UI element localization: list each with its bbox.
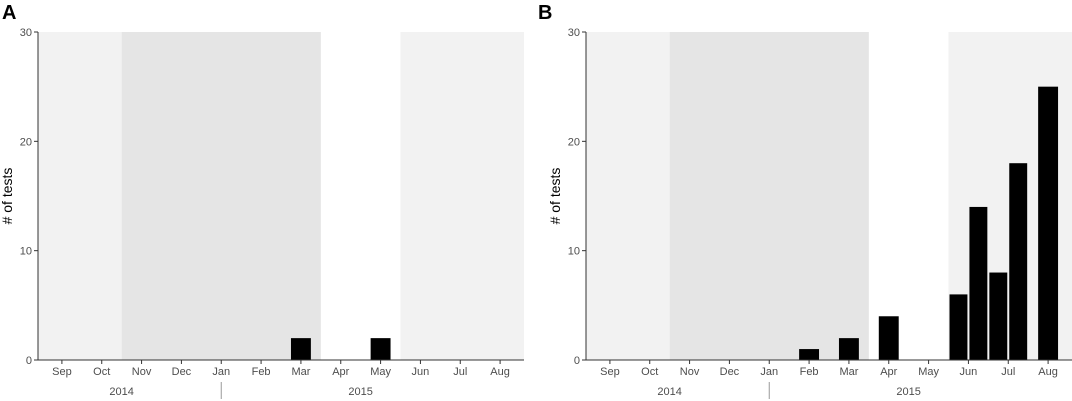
x-tick-label-b-sep: Sep: [600, 366, 620, 378]
x-tick-label-b-jun: Jun: [960, 366, 978, 378]
y-tick-label-a-30: 30: [20, 27, 32, 39]
x-tick-label-b-aug: Aug: [1038, 366, 1058, 378]
x-tick-label-b-jul: Jul: [1001, 366, 1015, 378]
x-tick-label-a-oct: Oct: [93, 366, 110, 378]
year-label-a-2015: 2015: [348, 386, 372, 398]
y-tick-label-b-20: 20: [568, 136, 580, 148]
bar-b-jul-1: [989, 272, 1008, 360]
panel-label-a: A: [2, 2, 16, 24]
bar-b-aug-1: [1038, 86, 1059, 361]
y-axis-title-b: # of tests: [547, 168, 563, 225]
shaded-periods-a: [38, 32, 524, 360]
y-tick-label-a-20: 20: [20, 136, 32, 148]
x-tick-label-a-jan: Jan: [212, 366, 230, 378]
bar-b-jul-2: [1009, 163, 1028, 360]
panel-a: 0 10 20 30 Sep Oct Nov Dec Jan Feb Mar Apr May Jun Jul…: [0, 2, 524, 399]
bars-a: [290, 338, 391, 360]
bar-b-mar-1: [838, 338, 859, 360]
y-tick-label-b-0: 0: [574, 355, 580, 367]
x-tick-label-a-feb: Feb: [252, 366, 271, 378]
year-label-b-2014: 2014: [657, 386, 681, 398]
year-label-a-2014: 2014: [109, 386, 133, 398]
y-axis-title-a: # of tests: [0, 168, 15, 225]
shaded-period-b-1: [669, 32, 869, 360]
bars-b: [799, 86, 1059, 361]
axes-b: 0 10 20 30 Sep Oct Nov Dec Jan Feb Mar Apr May Jun Jul…: [568, 27, 1072, 399]
x-tick-label-a-nov: Nov: [132, 366, 152, 378]
x-tick-label-b-oct: Oct: [641, 366, 658, 378]
x-tick-label-a-apr: Apr: [332, 366, 349, 378]
panel-label-b: B: [538, 2, 552, 24]
shaded-period-a-1: [121, 32, 321, 360]
x-tick-label-b-apr: Apr: [880, 366, 897, 378]
x-tick-label-b-mar: Mar: [839, 366, 858, 378]
axes-a: 0 10 20 30 Sep Oct Nov Dec Jan Feb Mar Apr May Jun Jul…: [20, 27, 524, 399]
y-tick-label-a-0: 0: [26, 355, 32, 367]
bar-b-jun-2: [969, 206, 988, 360]
x-tick-label-b-feb: Feb: [800, 366, 819, 378]
x-tick-label-a-aug: Aug: [490, 366, 510, 378]
x-tick-label-a-mar: Mar: [291, 366, 310, 378]
x-tick-label-a-sep: Sep: [52, 366, 72, 378]
bar-a-may-1: [370, 338, 391, 360]
shaded-period-b-0: [586, 32, 670, 360]
year-label-b-2015: 2015: [896, 386, 920, 398]
bar-b-apr-1: [878, 316, 899, 360]
y-tick-label-b-30: 30: [568, 27, 580, 39]
x-tick-label-b-nov: Nov: [680, 366, 700, 378]
x-tick-label-a-jul: Jul: [453, 366, 467, 378]
y-tick-label-a-10: 10: [20, 246, 32, 258]
x-tick-label-a-may: May: [370, 366, 391, 378]
y-tick-label-b-10: 10: [568, 246, 580, 258]
x-tick-label-b-jan: Jan: [760, 366, 778, 378]
x-tick-label-b-dec: Dec: [720, 366, 740, 378]
bar-b-jun-1: [949, 294, 968, 360]
shaded-period-a-2: [400, 32, 524, 360]
shaded-period-a-0: [38, 32, 122, 360]
x-tick-label-b-may: May: [918, 366, 939, 378]
panel-b: 0 10 20 30 Sep Oct Nov Dec Jan Feb Mar Apr May Jun Jul…: [538, 2, 1072, 399]
x-tick-label-a-jun: Jun: [412, 366, 430, 378]
bar-b-feb-1: [799, 349, 820, 360]
x-tick-label-a-dec: Dec: [172, 366, 192, 378]
bar-a-mar-1: [290, 338, 311, 360]
